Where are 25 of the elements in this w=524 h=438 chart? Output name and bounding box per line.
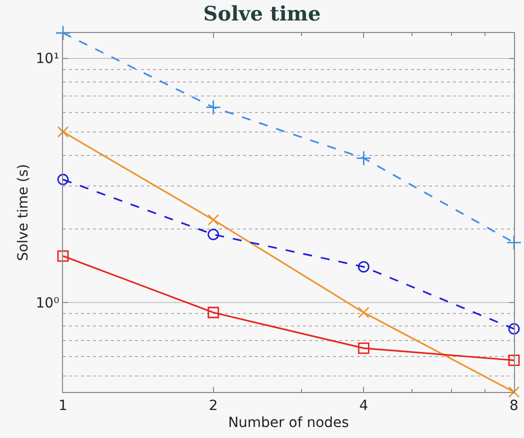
point — [358, 306, 370, 318]
point — [57, 126, 69, 138]
point — [356, 150, 372, 166]
point — [508, 386, 520, 398]
point — [506, 234, 522, 250]
y-axis-title: Solve time (s) — [15, 164, 32, 261]
x-tick-label: 2 — [208, 398, 218, 414]
y-tick-label: 10¹ — [36, 51, 60, 68]
x-axis-title: Number of nodes — [228, 415, 349, 432]
point — [57, 174, 69, 186]
y-tick-label: 10⁰ — [36, 295, 60, 312]
point — [358, 261, 370, 273]
x-tick-label: 1 — [58, 398, 68, 414]
point — [55, 25, 71, 41]
x-tick-label: 8 — [510, 398, 518, 414]
point — [206, 100, 222, 116]
point — [508, 354, 520, 366]
chart-title: Solve time — [203, 2, 321, 26]
point — [208, 214, 220, 226]
point — [208, 228, 220, 240]
x-tick-label: 4 — [359, 398, 368, 414]
point — [358, 342, 370, 354]
point — [208, 306, 220, 318]
point — [508, 323, 520, 335]
point — [57, 250, 69, 262]
